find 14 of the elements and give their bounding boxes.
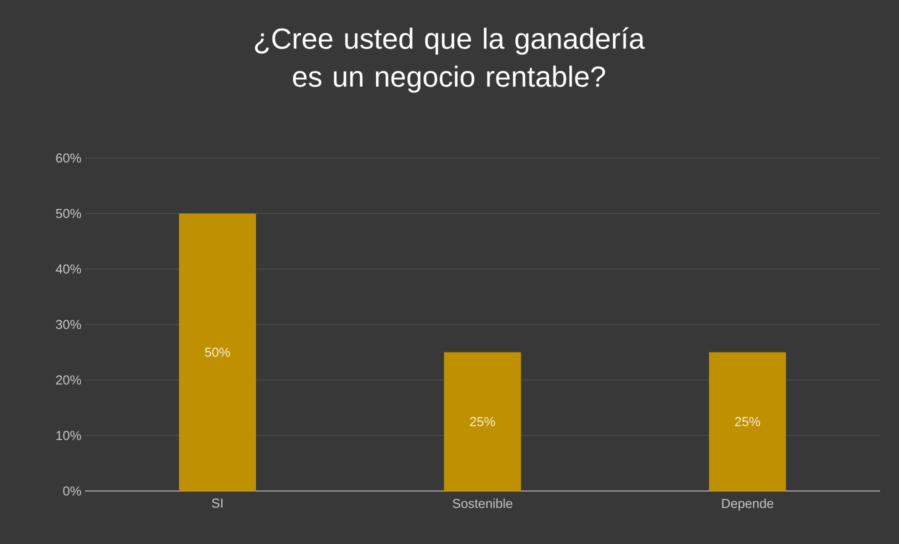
x-tick-label: Sostenible <box>452 498 512 508</box>
y-tick-label: 10% <box>56 430 82 440</box>
data-label: 25% <box>735 417 760 426</box>
y-tick-label: 20% <box>56 375 82 385</box>
x-tick-label: Depende <box>722 498 774 511</box>
y-tick-label: 50% <box>56 208 82 218</box>
chart-title: ¿Cree usted que la ganadería es un negocio rentable? <box>254 27 645 93</box>
x-tick-label: SI <box>212 498 222 508</box>
y-tick-label: 0% <box>63 486 82 496</box>
y-tick-label: 30% <box>56 320 82 330</box>
data-label: 25% <box>470 417 496 426</box>
y-tick-label: 40% <box>56 264 82 274</box>
y-tick-label: 60% <box>56 153 82 163</box>
data-label: 50% <box>205 348 230 357</box>
